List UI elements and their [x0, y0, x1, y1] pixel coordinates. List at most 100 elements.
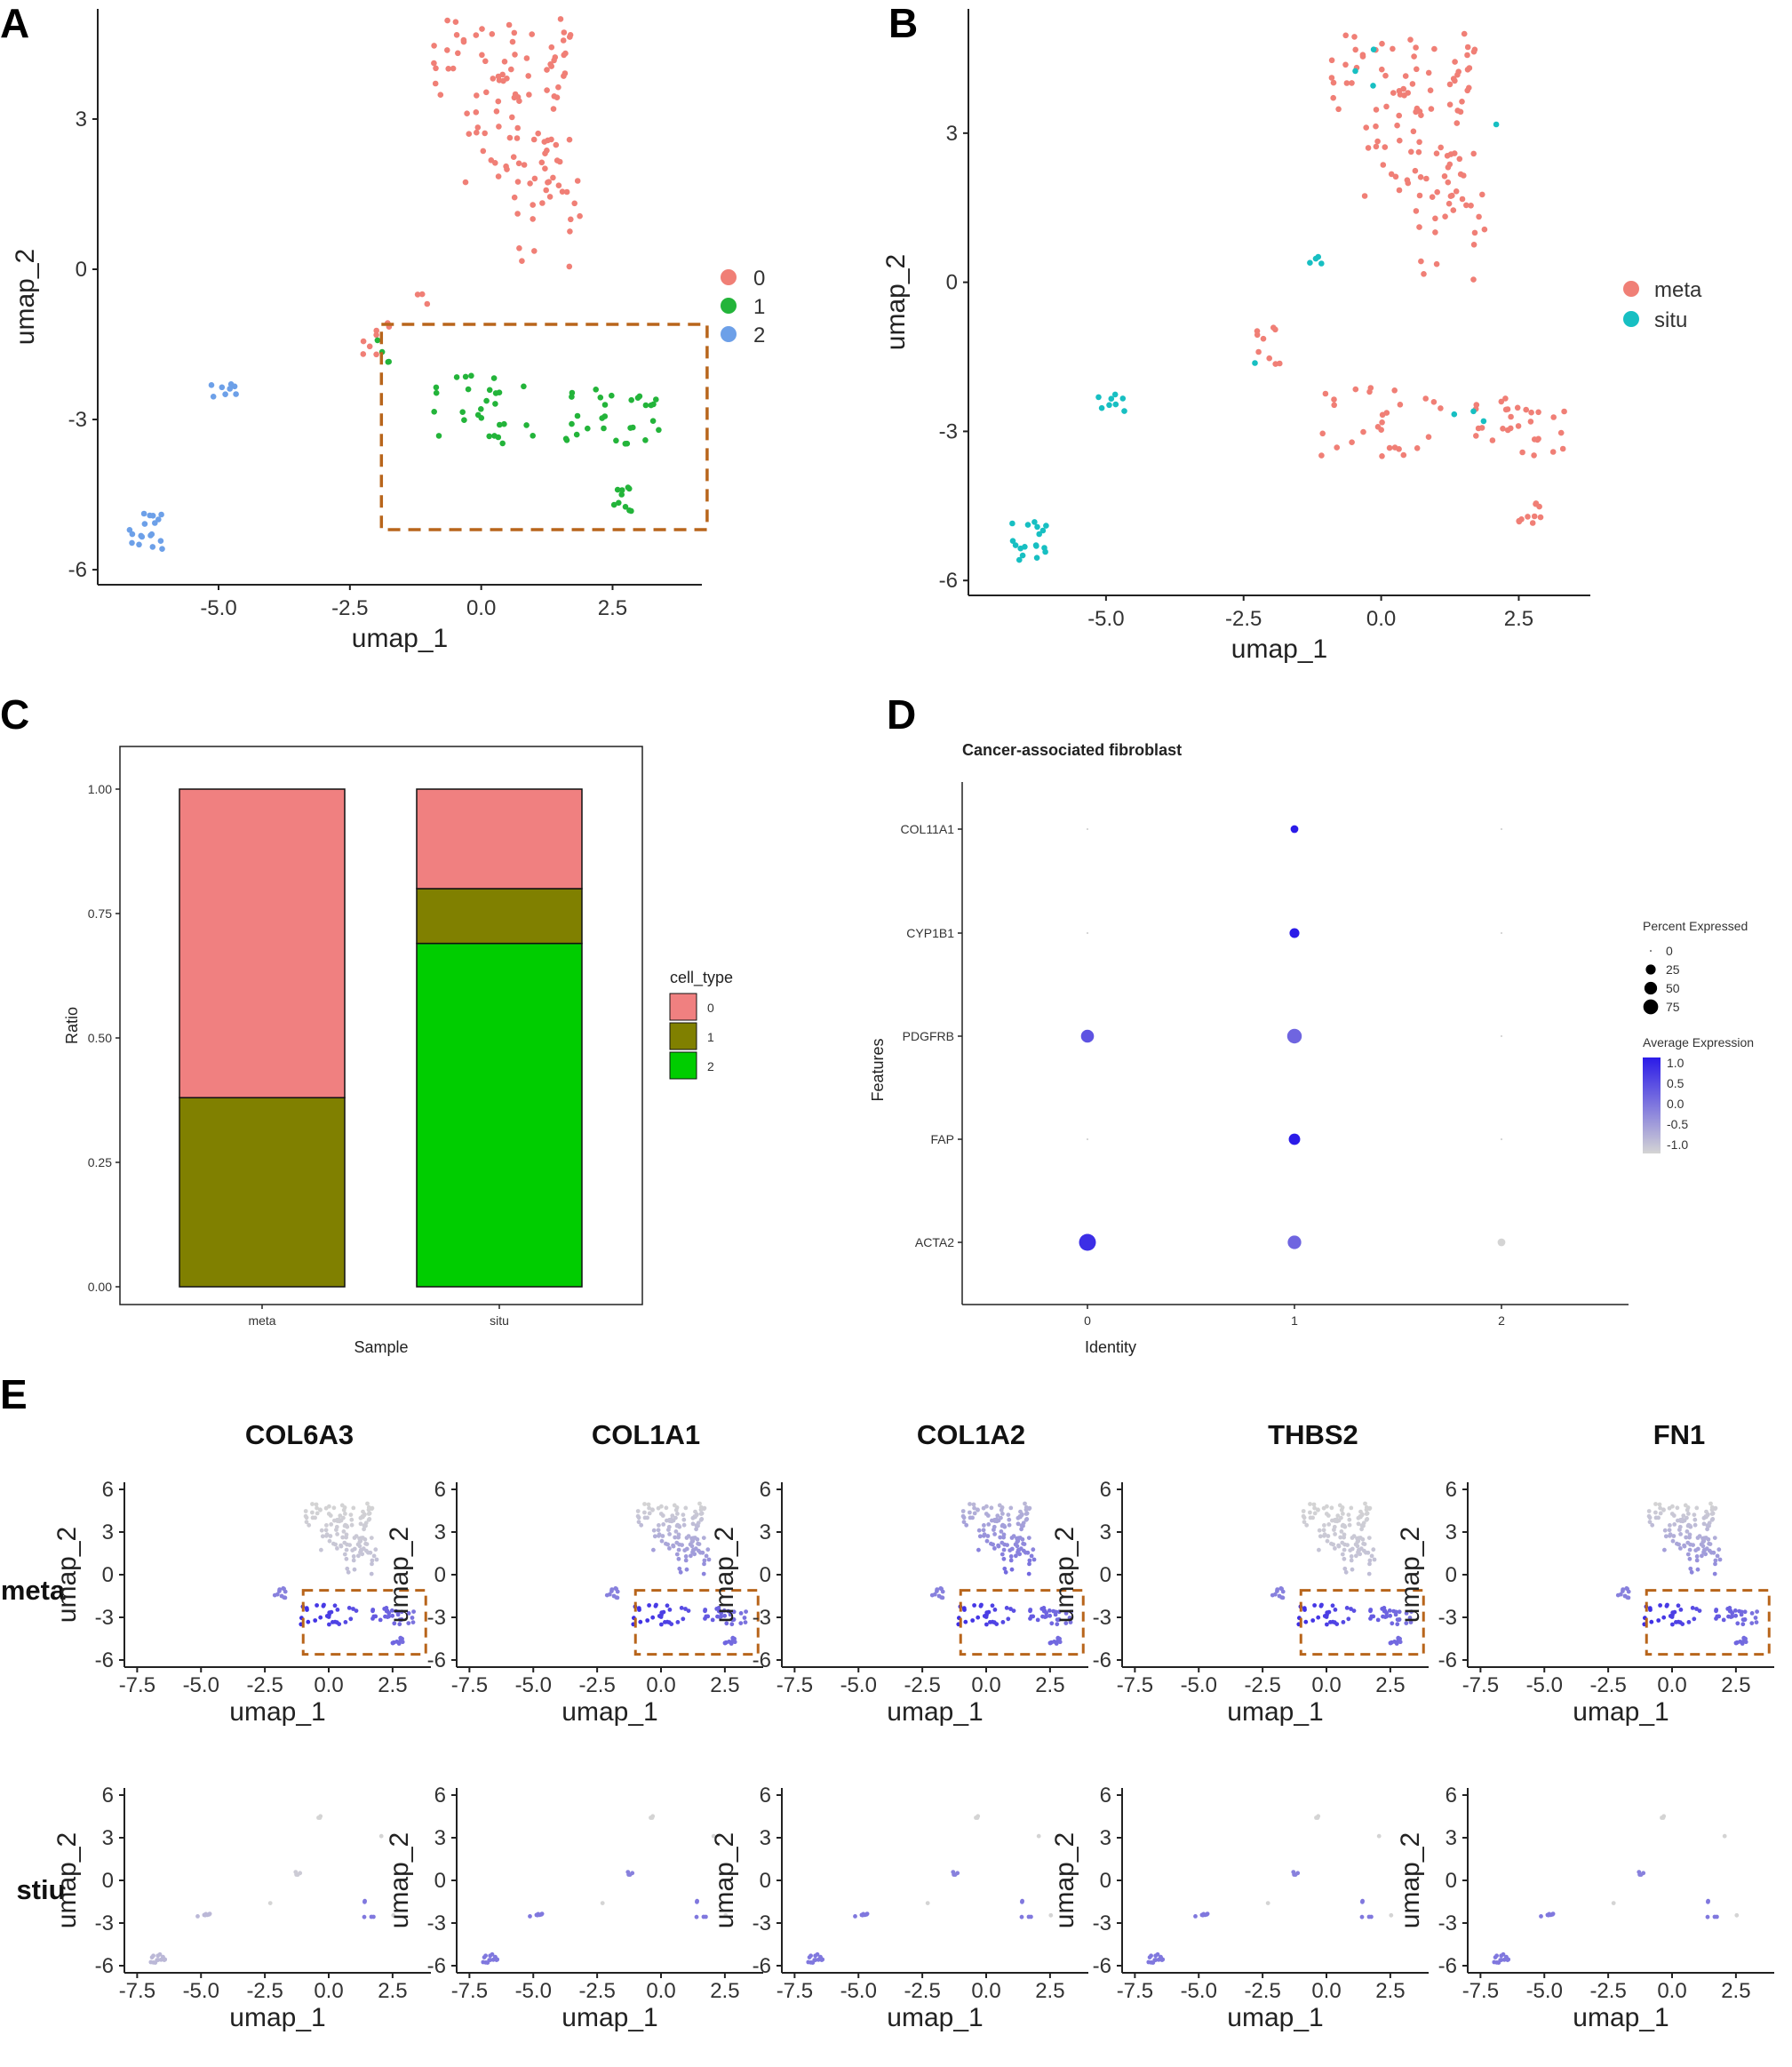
data-point: [574, 178, 581, 184]
data-point: [968, 1502, 972, 1506]
panel-label-d: D: [887, 691, 916, 738]
data-point: [985, 1513, 991, 1518]
data-point: [1694, 1505, 1700, 1511]
data-point: [1023, 1501, 1027, 1506]
data-point: [963, 1619, 968, 1624]
data-point: [1531, 452, 1537, 459]
legend-label: 0: [707, 1001, 714, 1015]
data-point: [482, 58, 489, 65]
data-point: [207, 1911, 212, 1917]
data-point: [661, 1609, 666, 1615]
data-point: [1033, 543, 1039, 549]
data-point: [1741, 1635, 1747, 1640]
data-point: [1383, 103, 1390, 110]
data-point: [1445, 179, 1452, 186]
data-point: [323, 1528, 329, 1533]
data-point: [1024, 1511, 1030, 1516]
data-point: [527, 180, 533, 187]
data-point: [1336, 1544, 1342, 1549]
data-point: [548, 44, 555, 51]
data-point: [1347, 1522, 1352, 1528]
data-point: [1373, 107, 1380, 113]
data-point: [1033, 555, 1040, 561]
data-point: [305, 1608, 309, 1612]
data-point: [1349, 1505, 1354, 1511]
data-point: [1052, 1640, 1056, 1644]
legend-label: situ: [1654, 308, 1687, 332]
data-point: [1343, 80, 1350, 86]
data-point: [722, 1640, 728, 1646]
x-tick-label: -2.5: [1244, 1979, 1280, 2003]
y-tick-label: 3: [434, 1826, 446, 1850]
x-tick-label: 2.5: [1721, 1673, 1750, 1697]
data-point: [939, 1595, 944, 1600]
data-point: [1687, 1556, 1692, 1561]
data-point: [968, 1510, 972, 1515]
data-point: [976, 1547, 981, 1552]
data-point: [351, 1505, 356, 1511]
feature-plot-stiu-fn1: -7.5 -5.0 -2.5 0.0 2.5 6 3 0 -3 -6 umap_1 umap_2: [1396, 1784, 1774, 2032]
data-point: [1395, 1622, 1400, 1627]
data-point: [1677, 1542, 1681, 1547]
x-axis-title: umap_1: [1227, 1697, 1323, 1727]
y-tick-label: -3: [427, 1911, 446, 1935]
data-point: [358, 1521, 363, 1527]
data-point: [342, 1523, 347, 1528]
data-point: [1342, 1547, 1347, 1552]
data-point: [1056, 1617, 1061, 1623]
data-point: [227, 386, 233, 392]
data-point: [676, 1535, 681, 1540]
data-point: [1380, 162, 1387, 168]
data-point: [370, 1616, 375, 1621]
data-point: [742, 1616, 747, 1620]
data-point: [1712, 1536, 1717, 1540]
data-point: [701, 1571, 706, 1576]
data-point: [431, 60, 437, 67]
data-point: [424, 300, 431, 307]
data-point: [1349, 1554, 1354, 1559]
data-point: [1295, 1871, 1301, 1876]
x-tick-label: 2.5: [598, 596, 627, 620]
data-point: [932, 1592, 937, 1597]
data-point: [465, 386, 472, 393]
data-point: [140, 510, 147, 517]
data-point: [148, 1959, 154, 1965]
y-tick-label: -6: [1438, 1648, 1457, 1672]
data-point: [703, 1616, 707, 1621]
data-point: [1686, 1512, 1691, 1516]
data-point: [406, 1621, 411, 1625]
data-point: [1641, 1871, 1646, 1876]
data-point: [642, 402, 649, 409]
data-point: [702, 1561, 706, 1567]
data-point: [319, 1528, 324, 1533]
data-point: [531, 248, 538, 254]
data-point: [335, 1546, 339, 1551]
data-point: [1667, 1528, 1672, 1533]
data-point: [1351, 1608, 1357, 1613]
data-point: [486, 387, 493, 394]
data-point: [378, 1833, 384, 1839]
data-point: [690, 1550, 695, 1555]
data-point: [653, 396, 659, 403]
data-point: [324, 1523, 329, 1528]
data-point: [1350, 1567, 1355, 1572]
data-point: [642, 1510, 647, 1515]
data-point: [955, 1871, 960, 1876]
data-point: [1431, 45, 1438, 52]
data-point: [704, 1914, 708, 1919]
x-tick-label: -2.5: [246, 1673, 283, 1697]
y-tick-label: -3: [753, 1911, 771, 1935]
y-tick-label: 3: [76, 108, 87, 132]
data-point: [1415, 148, 1422, 156]
x-tick-label: 2.5: [1375, 1673, 1405, 1697]
data-point: [1434, 188, 1440, 196]
data-point: [994, 1622, 1000, 1626]
legend-key: [669, 1022, 697, 1050]
data-point: [1685, 1540, 1691, 1545]
data-point: [486, 433, 492, 440]
data-point: [1674, 1620, 1678, 1624]
data-point: [636, 1520, 641, 1525]
data-point: [514, 135, 521, 141]
data-point: [1480, 418, 1487, 425]
data-point: [152, 520, 158, 526]
